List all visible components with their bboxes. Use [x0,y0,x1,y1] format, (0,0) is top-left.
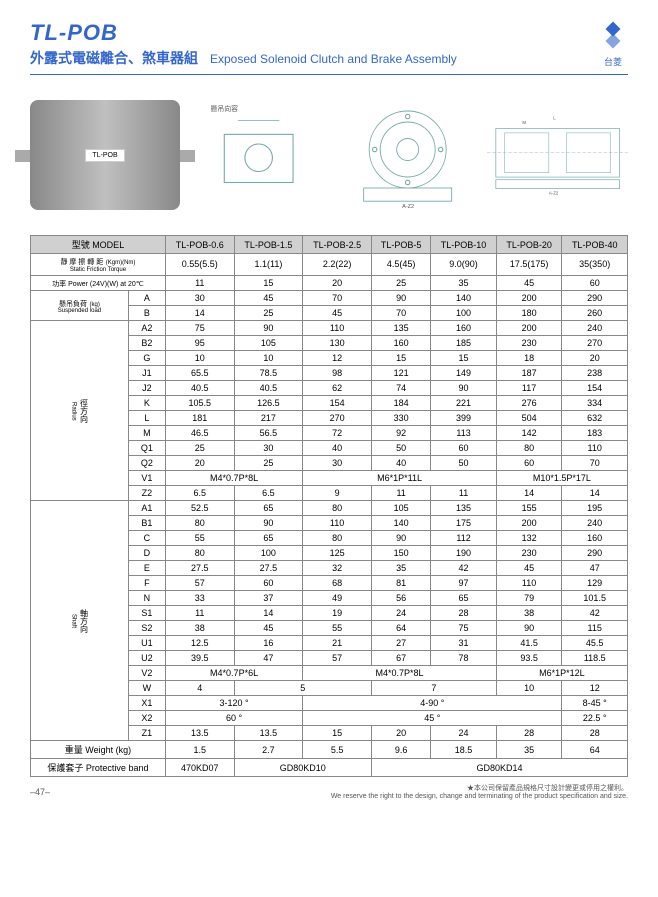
model-1: TL-POB-1.5 [234,236,303,254]
subtitle-row: 外露式電磁離合、煞車器組 Exposed Solenoid Clutch and… [30,48,598,68]
product-photo: TL-POB [30,100,180,210]
logo-text: 台菱 [598,55,628,68]
tech-drawing-section: L M A-Z2 [487,100,628,210]
page-number: –47– [30,787,50,800]
spec-table: 型號 MODEL TL-POB-0.6 TL-POB-1.5 TL-POB-2.… [30,235,628,777]
shaft-label: 軸方向Shaft [31,501,129,741]
row-protective: 保護套子 Protective band470KD07GD80KD10GD80K… [31,759,628,777]
svg-text:A-Z2: A-Z2 [402,204,414,210]
tech-drawing-front: A-Z2 [337,100,478,210]
suspended-caption: 懸吊向容 [211,104,239,113]
subtitle-en: Exposed Solenoid Clutch and Brake Assemb… [210,52,457,66]
tech-drawing-side: 懸吊向容 [188,100,329,210]
model-4: TL-POB-10 [431,236,497,254]
power-label: 功率 Power (24V)(W) at 20℃ [31,275,166,291]
row-torque: 靜 摩 擦 轉 距 (Kgm)(Nm)Static Friction Torqu… [31,254,628,276]
svg-text:A-Z2: A-Z2 [548,191,558,196]
footnote: ★本公司保留產品規格尺寸設計變更或停用之權利。 We reserve the r… [331,783,628,800]
protective-label: 保護套子 Protective band [31,759,166,777]
subtitle-cn: 外露式電磁離合、煞車器組 [30,48,198,68]
title-main: TL-POB [30,20,598,46]
row-model-header: 型號 MODEL TL-POB-0.6 TL-POB-1.5 TL-POB-2.… [31,236,628,254]
model-6: TL-POB-40 [562,236,628,254]
row-power: 功率 Power (24V)(W) at 20℃ 11152025354560 [31,275,628,291]
model-3: TL-POB-5 [371,236,430,254]
weight-label: 重量 Weight (kg) [31,741,166,759]
svg-text:M: M [522,120,526,125]
logo-icon [598,20,628,50]
torque-label: 靜 摩 擦 轉 距 (Kgm)(Nm)Static Friction Torqu… [31,254,166,276]
row-load-A: 懸吊負荷 (kg)Suspended load A 30457090140200… [31,291,628,306]
radius-label: 徑方向Radius [31,321,129,501]
svg-text:L: L [553,116,556,121]
product-label: TL-POB [85,149,124,162]
header: TL-POB 外露式電磁離合、煞車器組 Exposed Solenoid Clu… [30,20,628,75]
model-0: TL-POB-0.6 [165,236,234,254]
logo-block: 台菱 [598,20,628,68]
footer: –47– ★本公司保留產品規格尺寸設計變更或停用之權利。 We reserve … [30,783,628,800]
title-block: TL-POB 外露式電磁離合、煞車器組 Exposed Solenoid Clu… [30,20,598,68]
model-label: 型號 MODEL [31,236,166,254]
model-5: TL-POB-20 [496,236,562,254]
model-2: TL-POB-2.5 [303,236,372,254]
page: TL-POB 外露式電磁離合、煞車器組 Exposed Solenoid Clu… [0,0,658,897]
diagram-row: TL-POB 懸吊向容 A-Z2 [30,85,628,225]
row-weight: 重量 Weight (kg)1.52.75.59.618.53564 [31,741,628,759]
load-label: 懸吊負荷 (kg)Suspended load [31,291,129,321]
